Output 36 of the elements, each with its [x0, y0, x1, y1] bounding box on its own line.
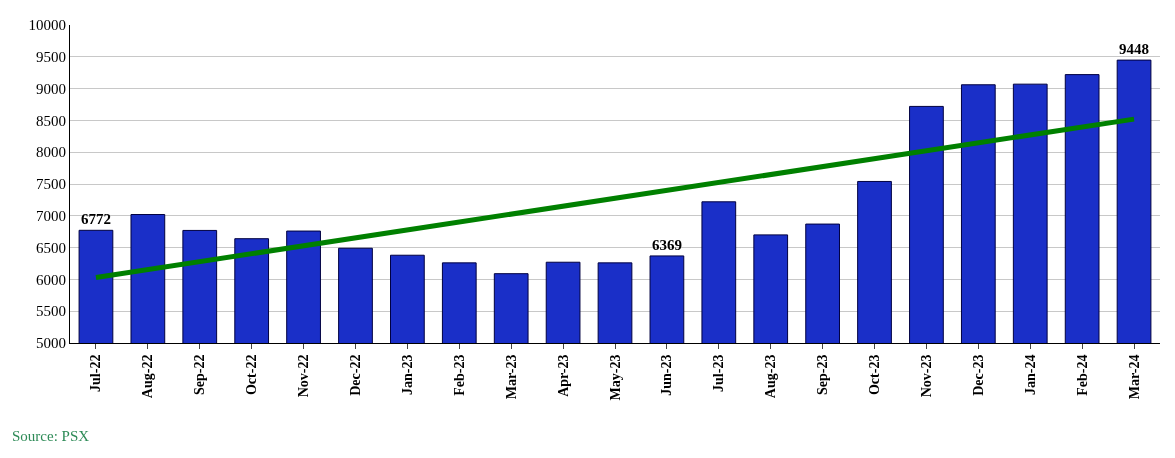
y-tick-label: 5000	[36, 335, 66, 352]
x-tick-label: Jan-24	[1022, 354, 1038, 396]
y-tick-label: 7000	[36, 208, 66, 225]
x-tick-label: Mar-23	[503, 354, 519, 400]
x-tick-label: Jul-22	[88, 354, 104, 392]
y-tick-label: 6500	[36, 239, 66, 256]
y-tick-label: 10000	[28, 17, 66, 34]
y-tick-label: 6000	[36, 271, 66, 288]
x-tick-label: Nov-23	[918, 354, 934, 398]
x-tick-label: Mar-24	[1126, 354, 1142, 400]
y-tick-label: 7500	[36, 176, 66, 193]
y-tick-label: 9000	[36, 80, 66, 97]
data-label: 6369	[651, 236, 682, 253]
data-label: 9448	[1119, 41, 1150, 58]
x-tick-label: Nov-22	[296, 354, 312, 398]
x-tick-label: Dec-22	[348, 354, 364, 396]
x-tick-label: Oct-23	[867, 354, 883, 396]
x-tick-label: Feb-23	[451, 354, 467, 396]
x-tick-label: Jul-23	[711, 354, 727, 392]
y-tick-label: 5500	[36, 303, 66, 320]
x-tick-label: Aug-22	[140, 354, 156, 399]
x-tick-label: May-23	[607, 354, 623, 401]
x-tick-label: Apr-23	[555, 354, 571, 397]
x-tick-label: Dec-23	[970, 354, 986, 396]
x-tick-label: Aug-23	[763, 354, 779, 399]
x-tick-label: Feb-24	[1074, 354, 1090, 396]
x-tick-label: Oct-22	[244, 354, 260, 396]
data-label: 6772	[80, 211, 111, 228]
source-note: Source: PSX	[12, 428, 90, 444]
x-tick-label: Jun-23	[659, 354, 675, 396]
y-tick-label: 8000	[36, 144, 66, 161]
x-tick-label: Sep-23	[815, 354, 831, 396]
x-tick-label: Jan-23	[399, 354, 415, 396]
y-tick-label: 8500	[36, 112, 66, 129]
x-tick-label: Sep-22	[192, 354, 208, 396]
y-tick-label: 9500	[36, 49, 66, 66]
